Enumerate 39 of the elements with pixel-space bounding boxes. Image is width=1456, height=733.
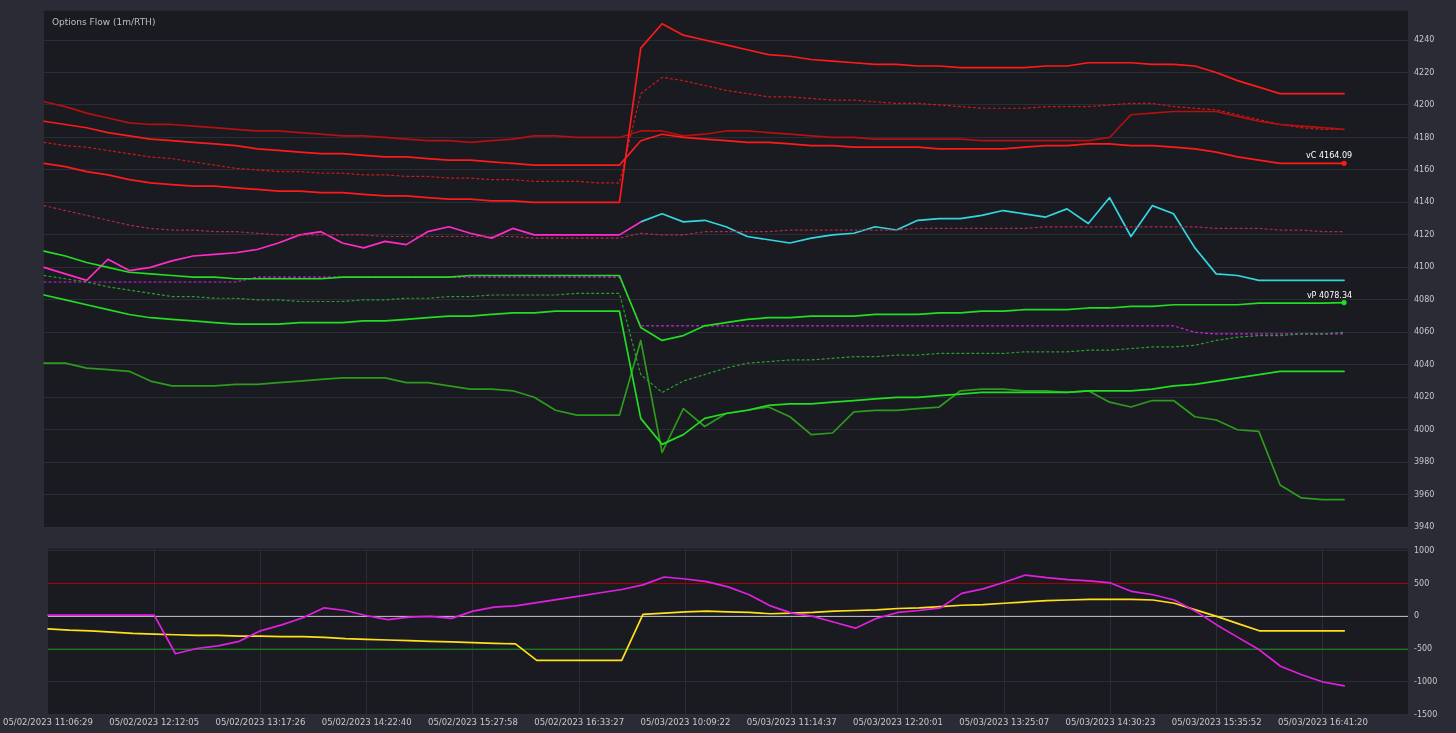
y-tick-label: 4240 — [1414, 35, 1435, 45]
y-tick-label: 3980 — [1414, 457, 1435, 467]
y-tick-label: 4020 — [1414, 392, 1435, 402]
x-tick-label: 05/03/2023 14:30:23 — [1065, 717, 1156, 728]
y-tick-label: 4220 — [1414, 67, 1435, 77]
y-tick-label: 0 — [1414, 611, 1420, 621]
y-tick-label: 4040 — [1414, 359, 1435, 369]
x-tick-label: 05/02/2023 15:27:58 — [428, 717, 518, 728]
x-tick-label: 05/03/2023 10:09:22 — [640, 717, 731, 728]
x-tick-label: 05/03/2023 13:25:07 — [959, 717, 1050, 728]
x-tick-label: 05/02/2023 14:22:40 — [321, 717, 412, 728]
y-tick-label: 4080 — [1414, 294, 1435, 304]
x-tick-label: 05/03/2023 16:41:20 — [1278, 717, 1368, 728]
y-tick-label: 4100 — [1414, 262, 1435, 272]
x-tick-label: 05/03/2023 15:35:52 — [1171, 717, 1262, 728]
y-tick-label: -1500 — [1414, 709, 1438, 719]
y-tick-label: 3960 — [1414, 489, 1435, 499]
y-tick-label: 3940 — [1414, 522, 1435, 532]
x-tick-label: 05/02/2023 12:12:05 — [109, 717, 200, 728]
annotation: vC 4164.09 — [1306, 151, 1353, 161]
annotation: vP 4078.34 — [1306, 290, 1353, 300]
x-tick-label: 05/02/2023 11:06:29 — [3, 717, 93, 728]
y-tick-label: 4180 — [1414, 132, 1435, 142]
x-tick-label: 05/03/2023 12:20:01 — [853, 717, 943, 728]
y-tick-label: 4120 — [1414, 229, 1435, 239]
y-tick-label: 4000 — [1414, 424, 1435, 434]
x-tick-label: 05/02/2023 16:33:27 — [534, 717, 625, 728]
x-tick-label: 05/02/2023 13:17:26 — [215, 717, 306, 728]
y-tick-label: 4200 — [1414, 100, 1435, 110]
y-tick-label: 4140 — [1414, 197, 1435, 207]
y-tick-label: 4060 — [1414, 327, 1435, 337]
y-tick-label: -1000 — [1414, 677, 1438, 687]
line-series — [43, 205, 1345, 239]
y-tick-label: 1000 — [1414, 545, 1435, 555]
y-tick-label: 4160 — [1414, 165, 1435, 175]
y-tick-label: 500 — [1414, 578, 1430, 588]
y-tick-label: -500 — [1414, 644, 1433, 654]
x-tick-label: 05/03/2023 11:14:37 — [746, 717, 837, 728]
text: Options Flow (1m/RTH) — [52, 16, 156, 27]
